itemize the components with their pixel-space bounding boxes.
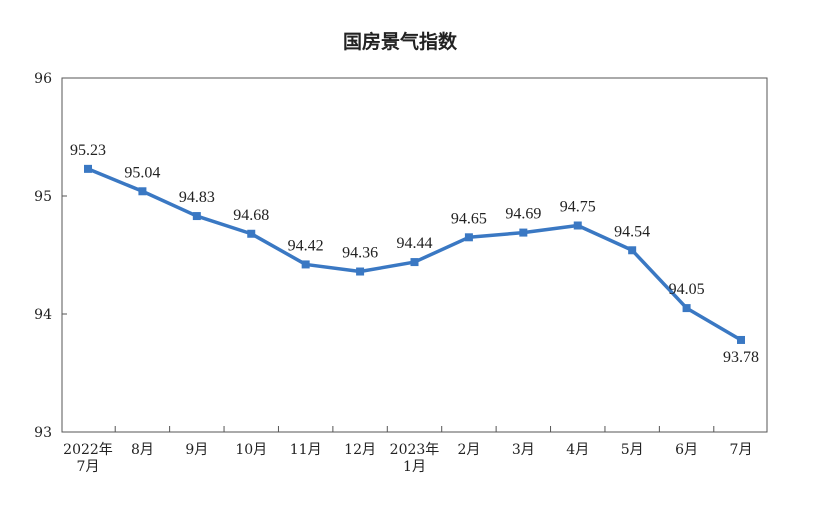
x-tick-label-line: 9月 bbox=[185, 442, 208, 458]
y-tick-label: 94 bbox=[34, 307, 52, 323]
x-tick-label-line: 11月 bbox=[290, 442, 322, 458]
y-tick-label: 96 bbox=[34, 71, 52, 87]
data-label: 94.68 bbox=[233, 207, 269, 224]
x-tick-label-line: 10月 bbox=[235, 442, 267, 458]
data-label: 95.04 bbox=[124, 164, 160, 181]
plot-area-frame bbox=[61, 77, 768, 433]
series-layer bbox=[84, 164, 745, 344]
x-tick-label-line: 12月 bbox=[344, 442, 376, 458]
data-point bbox=[573, 221, 582, 230]
x-tick-label-line: 7月 bbox=[77, 459, 100, 475]
x-tick-label: 3月 bbox=[512, 442, 535, 458]
data-point bbox=[519, 228, 528, 237]
x-tick-label: 12月 bbox=[344, 442, 376, 458]
x-tick-label-line: 2023年 bbox=[390, 442, 440, 458]
data-point bbox=[464, 233, 473, 242]
x-tick-label: 2023年 1月 bbox=[390, 442, 440, 475]
data-point bbox=[628, 246, 637, 255]
data-point bbox=[247, 229, 256, 238]
data-label: 94.44 bbox=[397, 235, 433, 252]
data-label: 94.54 bbox=[614, 223, 650, 240]
x-tick-label-line: 2022年 bbox=[63, 442, 113, 458]
data-label: 94.65 bbox=[451, 210, 487, 227]
data-point bbox=[192, 212, 201, 221]
data-label: 94.42 bbox=[288, 237, 324, 254]
y-tick-label: 95 bbox=[34, 189, 52, 205]
x-tick-label: 2月 bbox=[457, 442, 480, 458]
data-point bbox=[138, 187, 147, 196]
data-label: 94.36 bbox=[342, 245, 378, 262]
x-tick-label-line: 1月 bbox=[403, 459, 426, 475]
data-point bbox=[682, 304, 691, 313]
x-tick-label-line: 3月 bbox=[512, 442, 535, 458]
data-label: 95.23 bbox=[70, 142, 106, 159]
x-tick-label: 2022年 7月 bbox=[63, 442, 113, 475]
x-tick-label: 10月 bbox=[235, 442, 267, 458]
data-labels: 95.23 95.04 94.83 94.68 94.42 94.36 94.44 94.65… bbox=[70, 142, 759, 366]
x-tick-label-line: 5月 bbox=[621, 442, 644, 458]
data-point bbox=[737, 335, 745, 344]
x-tick-label: 9月 bbox=[185, 442, 208, 458]
x-tick-label-line: 4月 bbox=[566, 442, 589, 458]
x-tick-label: 11月 bbox=[290, 442, 322, 458]
data-label: 94.75 bbox=[560, 199, 596, 216]
data-label: 94.05 bbox=[669, 281, 705, 298]
chart-title: 国房景气指数 bbox=[343, 30, 458, 53]
x-tick-label-line: 6月 bbox=[675, 442, 698, 458]
x-tick-label: 8月 bbox=[131, 442, 154, 458]
data-point bbox=[301, 260, 310, 269]
data-point bbox=[356, 267, 365, 276]
data-label: 93.78 bbox=[723, 349, 759, 366]
data-point bbox=[84, 164, 92, 173]
data-label: 94.83 bbox=[179, 189, 215, 206]
data-label: 94.69 bbox=[505, 206, 541, 223]
x-tick-label: 7月 bbox=[730, 442, 753, 458]
x-tick-label: 6月 bbox=[675, 442, 698, 458]
x-tick-label: 5月 bbox=[621, 442, 644, 458]
x-tick-label-line: 7月 bbox=[730, 442, 753, 458]
x-tick-label: 4月 bbox=[566, 442, 589, 458]
x-tick-label-line: 2月 bbox=[457, 442, 480, 458]
x-tick-label-line: 8月 bbox=[131, 442, 154, 458]
y-tick-label: 93 bbox=[34, 425, 52, 441]
y-axis: 93 94 95 96 bbox=[34, 71, 67, 441]
data-point bbox=[410, 258, 419, 267]
